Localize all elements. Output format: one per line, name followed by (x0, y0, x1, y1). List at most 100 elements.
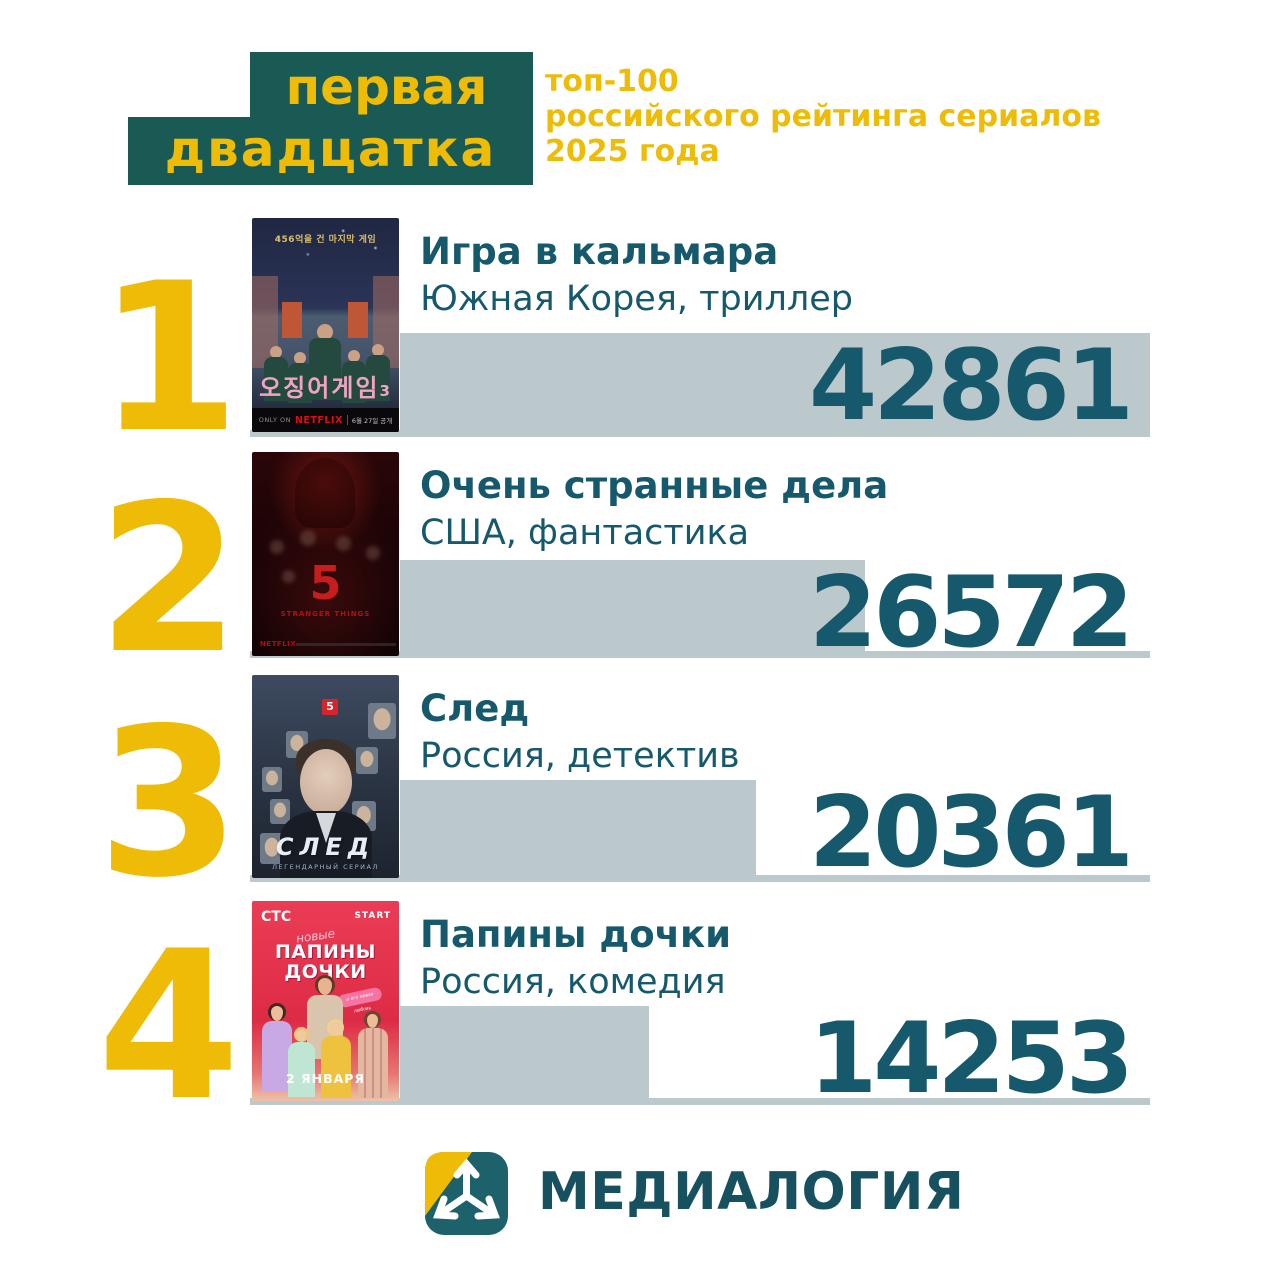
art-shape (294, 1027, 309, 1042)
header-badge-bottom: двадцатка (128, 117, 533, 185)
header-badge-line1: первая (285, 58, 488, 116)
art-shape (342, 361, 366, 403)
rank-number: 4 (97, 908, 240, 1146)
art-shape (288, 363, 312, 403)
cast-photo (262, 767, 282, 792)
art-shape (372, 344, 384, 356)
netflix-logo-text: NETFLIX (294, 414, 343, 426)
art-shape (266, 770, 278, 786)
art-shape (317, 324, 333, 340)
poster-stranger-things: 5 STRANGER THINGS NETFLIX (252, 452, 399, 656)
art-shape (262, 1021, 292, 1091)
series-subtitle: Россия, комедия (420, 962, 726, 1002)
cast-photo (270, 799, 290, 824)
art-shape (321, 1036, 351, 1098)
medialogia-logo-icon (425, 1152, 508, 1235)
medialogia-brand-text: МЕДИАЛОГИЯ (538, 1162, 965, 1222)
art-shape (309, 338, 341, 400)
art-shape (358, 1028, 388, 1098)
art-shape (270, 540, 284, 554)
heart-note-badge: и его новая любовь (337, 986, 383, 1014)
poster-sled: 5 СЛЕД ЛЕГЕНДАРНЫЙ СЕРИАЛ (252, 675, 399, 878)
art-shape (300, 530, 316, 546)
rating-bar (400, 1006, 649, 1105)
series-subtitle: Россия, детектив (420, 736, 740, 776)
series-text-block: Игра в кальмара Южная Корея, триллер (420, 228, 853, 323)
poster-korean-logo: 오징어게임3 (252, 368, 399, 403)
rating-bar (400, 780, 756, 882)
rating-bar (400, 333, 1150, 437)
premiere-date-label: 2 ЯНВАРЯ (285, 1071, 366, 1086)
series-text-block: Очень странные дела США, фантастика (420, 462, 888, 557)
series-subtitle: США, фантастика (420, 513, 750, 553)
cast-photo (356, 747, 378, 774)
header-badge-top: первая (250, 52, 533, 118)
start-platform-logo: START (354, 911, 391, 921)
poster-top-caption: 456억을 건 마지막 게임 (274, 235, 377, 245)
poster-art-credits-line (295, 643, 396, 646)
series-title: Очень странные дела (420, 464, 889, 507)
channel-5-badge: 5 (322, 699, 338, 715)
poster-logo-line1: ПАПИНЫ (275, 941, 376, 963)
series-title: Папины дочки (420, 913, 732, 956)
ranking-row-2: 2 5 STRANGER THINGS NETFLIX Очень странн… (0, 452, 1280, 684)
art-shape (264, 357, 288, 401)
art-shape (264, 837, 280, 857)
art-shape (366, 355, 390, 401)
rating-bar (400, 560, 865, 658)
only-on-label: ONLY ON (258, 416, 291, 424)
poster-bottom-strip: ONLY ON NETFLIX 6월 27일 공개 (252, 408, 399, 432)
series-text-block: След Россия, детектив (420, 685, 740, 780)
art-shape (364, 1011, 381, 1028)
rank-number: 1 (97, 240, 240, 478)
rank-number: 3 (97, 685, 240, 923)
header-subtitle-line1: топ-100 (545, 64, 679, 99)
art-shape (366, 546, 380, 560)
poster-art-demon (295, 458, 355, 528)
poster-art-face (300, 749, 352, 815)
poster-art-door (282, 302, 302, 338)
series-title: Игра в кальмара (420, 230, 779, 273)
art-shape (274, 802, 286, 818)
art-shape (268, 1003, 286, 1021)
art-shape (294, 352, 306, 364)
rank-number: 2 (97, 461, 240, 699)
poster-art-door (348, 302, 368, 338)
poster-squid-game: 456억을 건 마지막 게임 오징어게임3 ONLY ON NETFLIX (252, 218, 399, 432)
art-shape (336, 536, 351, 551)
row-baseline-strip (250, 1098, 1150, 1105)
header-badge-line2: двадцатка (164, 120, 497, 178)
art-shape (327, 1019, 344, 1036)
art-shape (315, 975, 335, 995)
art-shape (373, 708, 391, 730)
rating-value: 14253 (809, 1002, 1134, 1116)
poster-papiny-dochki: СТС START новые ПАПИНЫ ДОЧКИ и его новая… (252, 901, 399, 1101)
ranking-row-4: 4 СТС START новые ПАПИНЫ ДОЧКИ и его нов… (0, 901, 1280, 1133)
poster-logo-text: СЛЕД (275, 833, 376, 861)
header-subtitle: топ-100 российского рейтинга сериалов 20… (545, 64, 1101, 169)
cast-photo (368, 703, 396, 739)
ranking-row-1: 1 456억을 건 마지막 게임 오징어게임3 ONLY (0, 218, 1280, 462)
ranking-row-3: 3 5 СЛЕД ЛЕГЕНДАРНЫЙ СЕРИАЛ След Россия,… (0, 675, 1280, 907)
series-title: След (420, 687, 530, 730)
ctc-channel-logo: СТС (261, 909, 292, 925)
rating-value: 26572 (809, 556, 1134, 670)
rating-value: 20361 (809, 776, 1134, 890)
header-subtitle-line2: российского рейтинга сериалов (545, 99, 1101, 134)
poster-logo-suffix: 3 (379, 382, 392, 400)
header-subtitle-line3: 2025 года (545, 134, 720, 169)
series-text-block: Папины дочки Россия, комедия (420, 911, 731, 1006)
art-shape (360, 751, 374, 768)
poster-tagline: ЛЕГЕНДАРНЫЙ СЕРИАЛ (272, 863, 379, 871)
rating-value: 42861 (809, 329, 1134, 443)
art-shape (348, 350, 360, 362)
netflix-logo-text: NETFLIX (260, 640, 297, 648)
poster-season-number: 5 (309, 556, 342, 610)
series-subtitle: Южная Корея, триллер (420, 279, 853, 319)
release-date-label: 6월 27일 공개 (346, 415, 392, 425)
art-shape (282, 570, 295, 583)
art-shape (270, 346, 282, 358)
poster-logo-text: 오징어게임 (259, 374, 380, 402)
poster-logo-line2: ДОЧКИ (284, 961, 367, 983)
